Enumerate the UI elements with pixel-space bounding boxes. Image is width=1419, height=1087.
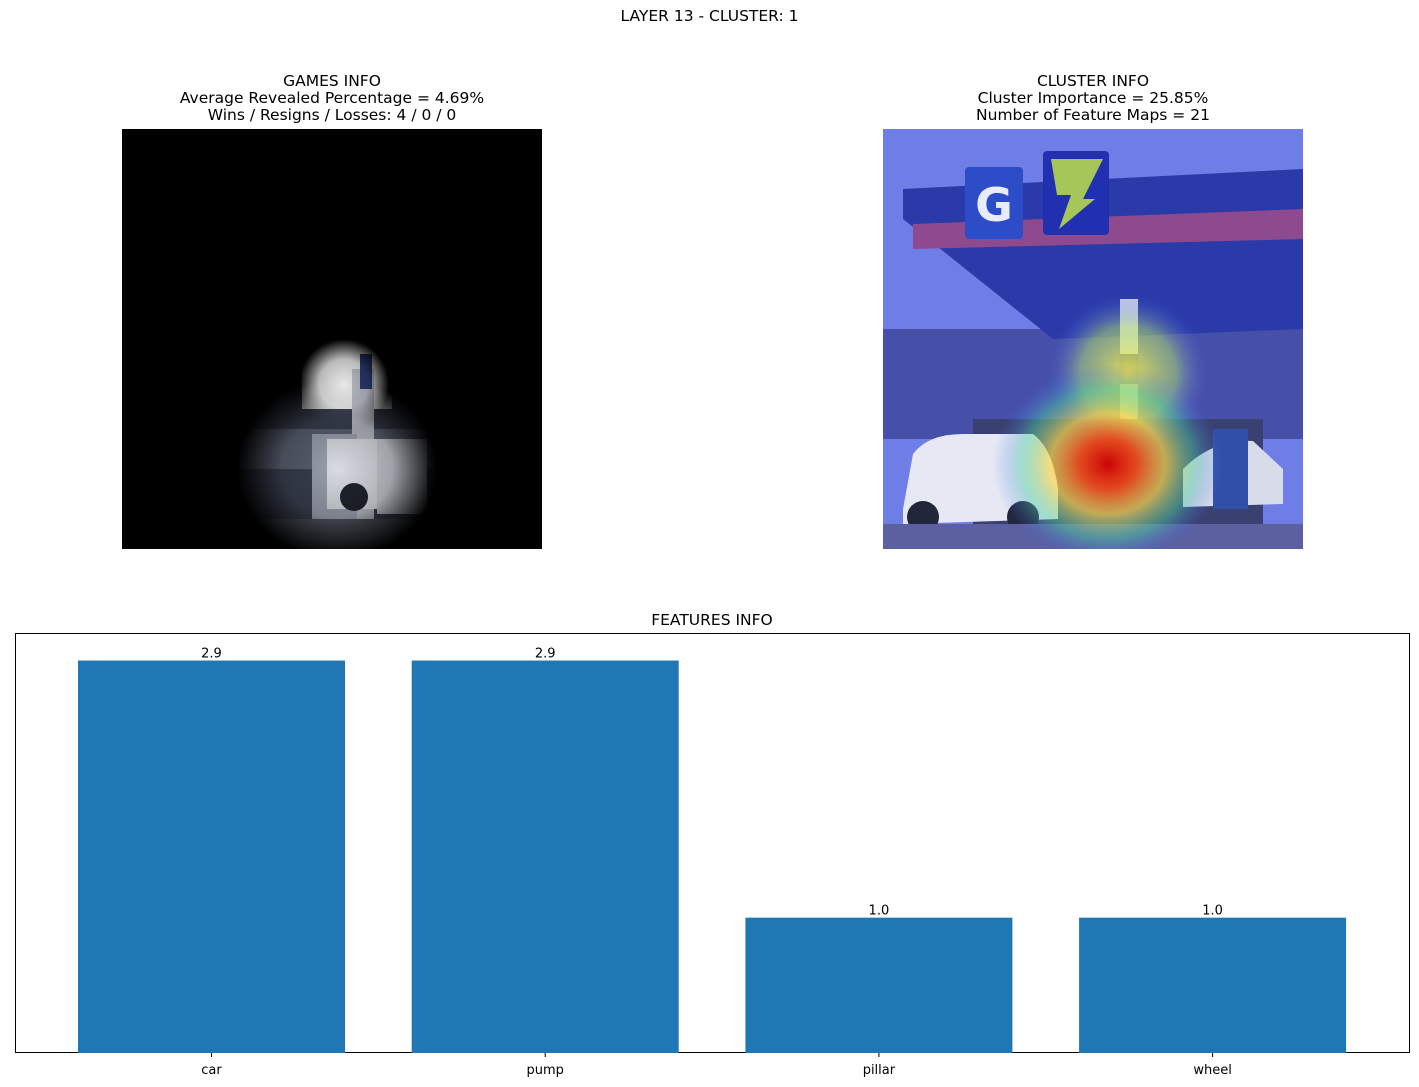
bar-value-label-pillar: 1.0: [869, 904, 890, 919]
number-of-feature-maps: Number of Feature Maps = 21: [976, 106, 1210, 124]
games-info-header: GAMES INFO Average Revealed Percentage =…: [32, 73, 632, 124]
x-tick-label-pillar: pillar: [863, 1063, 896, 1078]
features-info-title: FEATURES INFO: [651, 611, 773, 629]
cluster-importance: Cluster Importance = 25.85%: [977, 89, 1209, 107]
cluster-info-header: CLUSTER INFO Cluster Importance = 25.85%…: [793, 73, 1393, 124]
bars-layer: 2.9 car 2.9 pump 1.0 pillar 1.0 wheel: [78, 647, 1347, 1078]
bar-car: [78, 660, 345, 1053]
features-bar-chart: 2.9 car 2.9 pump 1.0 pillar 1.0 wheel: [15, 633, 1410, 1078]
bar-value-label-car: 2.9: [201, 647, 222, 662]
cluster-heatmap-graphic: G: [883, 129, 1303, 549]
games-info-title: GAMES INFO: [283, 72, 381, 90]
cluster-heatmap-image: G: [883, 129, 1303, 549]
average-revealed-percentage: Average Revealed Percentage = 4.69%: [179, 89, 485, 107]
bar-pillar: [745, 917, 1013, 1053]
x-tick-label-pump: pump: [526, 1063, 563, 1078]
revealed-image: [122, 129, 542, 549]
x-tick-label-wheel: wheel: [1193, 1063, 1231, 1078]
figure-title: LAYER 13 - CLUSTER: 1: [620, 7, 799, 25]
bar-pump: [411, 660, 679, 1053]
bar-value-label-wheel: 1.0: [1202, 904, 1223, 919]
cluster-info-title: CLUSTER INFO: [1036, 72, 1150, 90]
revealed-image-graphic: [122, 129, 542, 549]
bar-value-label-pump: 2.9: [535, 647, 556, 662]
svg-text:G: G: [975, 178, 1013, 232]
wins-resigns-losses: Wins / Resigns / Losses: 4 / 0 / 0: [207, 106, 457, 124]
x-tick-label-car: car: [201, 1063, 222, 1078]
bar-wheel: [1079, 917, 1347, 1053]
